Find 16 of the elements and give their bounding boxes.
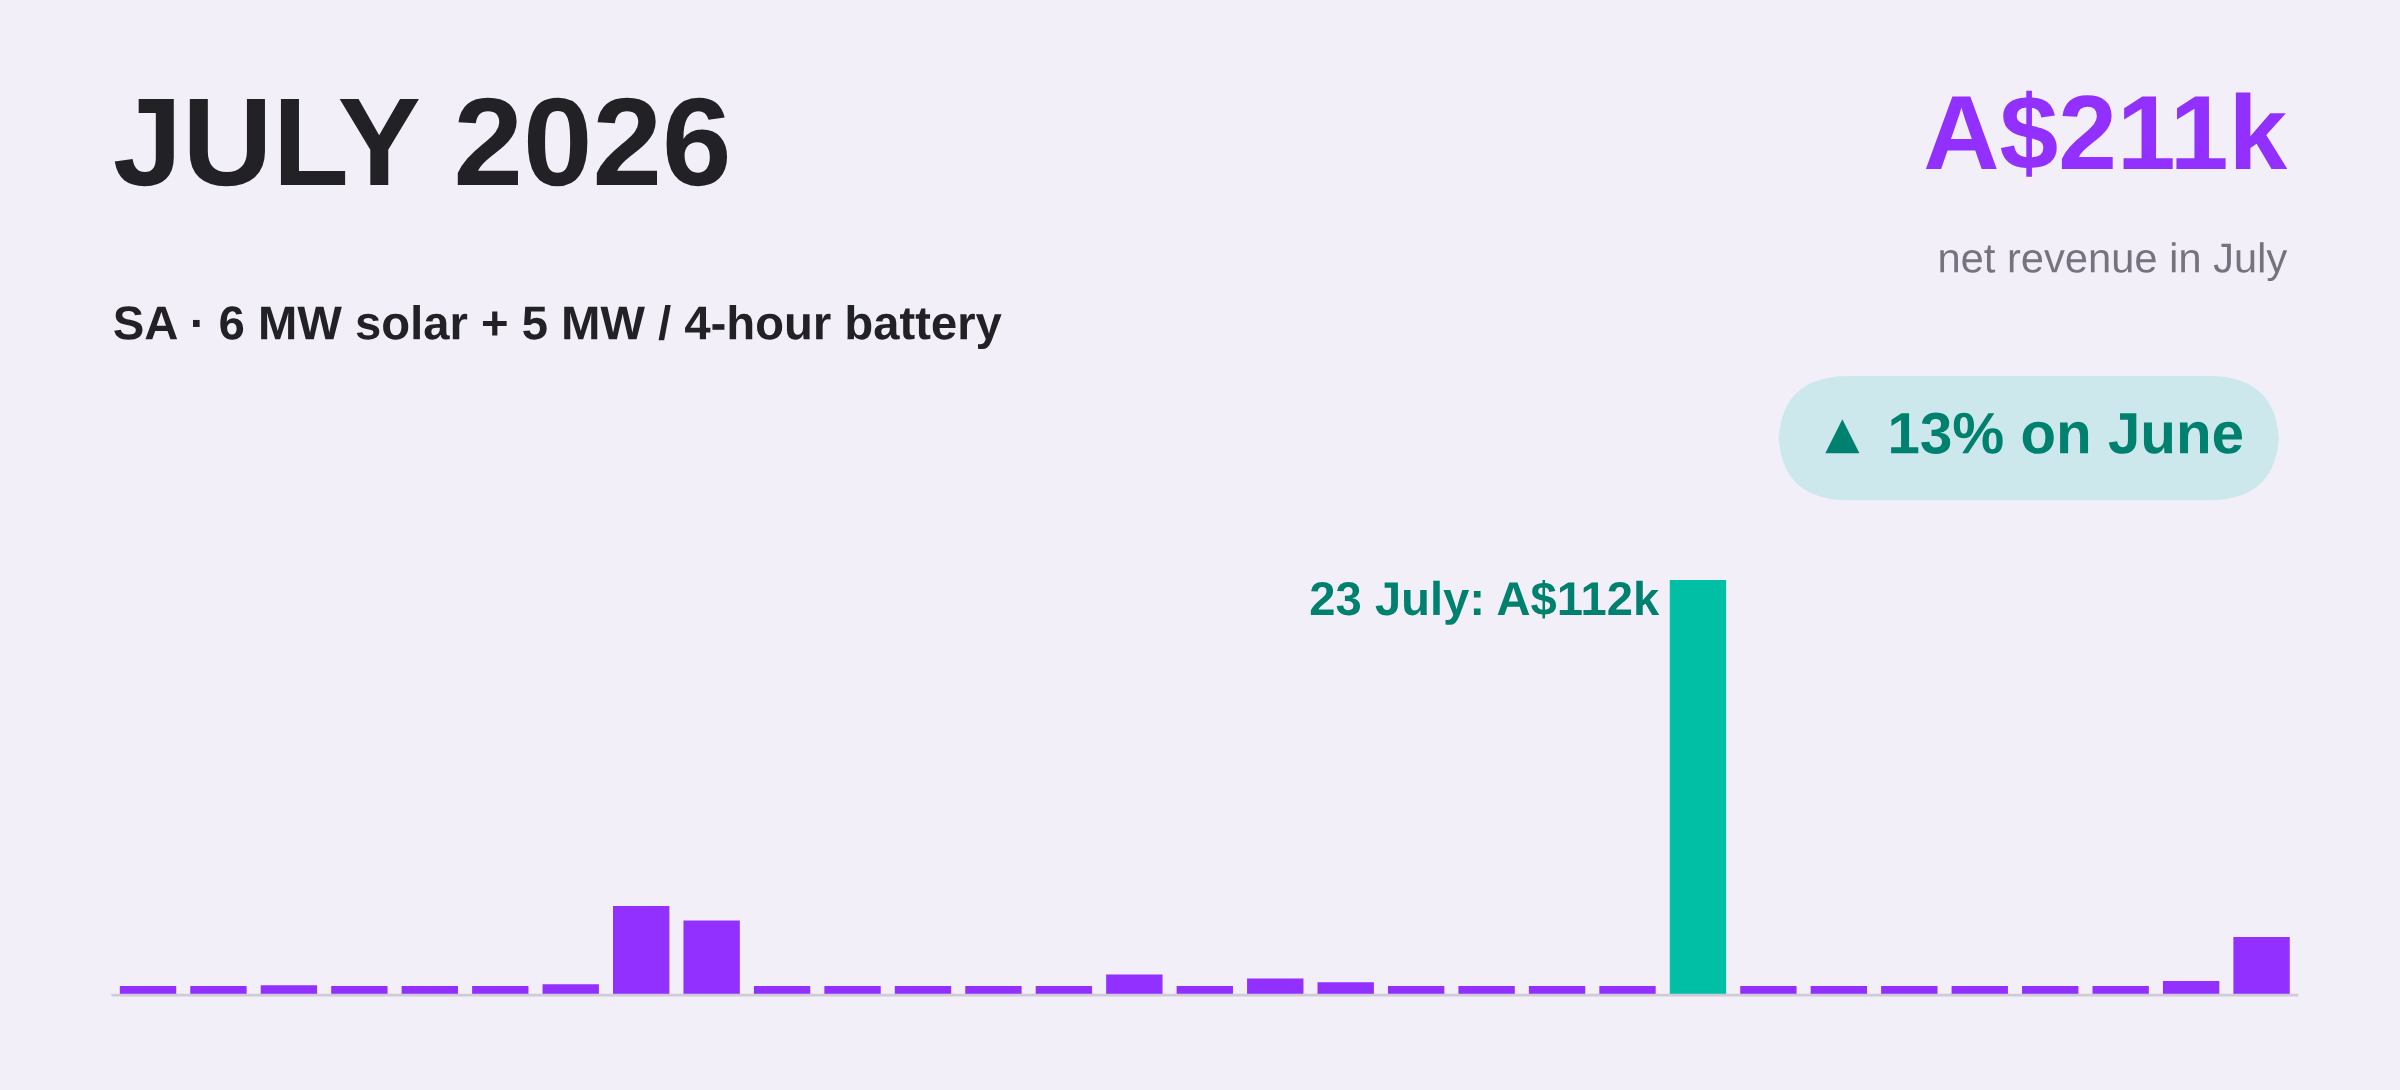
- bar: [1669, 579, 1727, 996]
- bar: [2233, 937, 2290, 996]
- chart-subtitle: SA · 6 MW solar + 5 MW / 4-hour battery: [114, 304, 1002, 350]
- bar: [1106, 974, 1163, 996]
- text: net revenue in July: [1940, 242, 2288, 282]
- text: ▲ 13% on June: [1825, 412, 2243, 454]
- bar: [613, 905, 670, 996]
- chart-title: JULY 2026: [114, 97, 728, 187]
- annotation: 23 July: A$112k: [1310, 579, 1660, 625]
- bar: [1247, 978, 1304, 996]
- text: A$211k: [1925, 90, 2288, 177]
- bar: [542, 984, 599, 996]
- bar: [683, 920, 740, 996]
- bar: [2162, 981, 2220, 996]
- bar: [260, 985, 318, 996]
- bar: [1317, 982, 1374, 996]
